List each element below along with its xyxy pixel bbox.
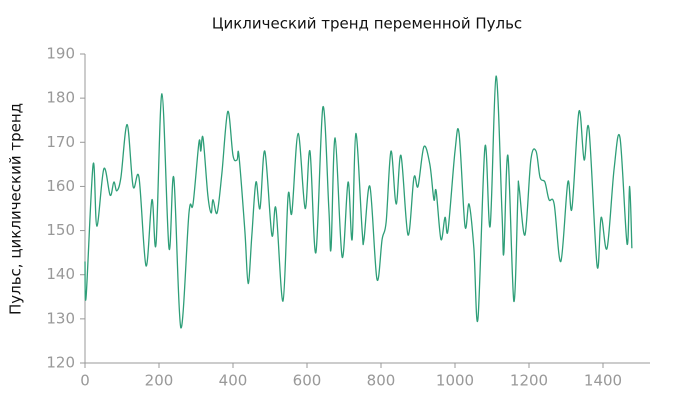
y-tick-label: 170	[46, 133, 75, 151]
chart-title: Циклический тренд переменной Пульс	[212, 15, 522, 33]
y-axis-label: Пульс, циклический тренд	[7, 103, 25, 315]
x-tick-label: 1400	[584, 372, 622, 390]
x-tick-label: 1000	[436, 372, 474, 390]
y-tick-label: 180	[46, 89, 75, 107]
x-tick-label: 800	[367, 372, 396, 390]
x-tick-label: 1200	[510, 372, 548, 390]
y-tick-label: 120	[46, 354, 75, 372]
y-tick-label: 140	[46, 265, 75, 283]
x-tick-label: 0	[80, 372, 90, 390]
line-series	[84, 75, 633, 329]
x-tick-label: 200	[145, 372, 174, 390]
y-tick-label: 150	[46, 221, 75, 239]
y-tick-label: 130	[46, 309, 75, 327]
x-tick-label: 600	[293, 372, 322, 390]
x-tick-label: 400	[219, 372, 248, 390]
y-tick-label: 160	[46, 177, 75, 195]
y-tick-label: 190	[46, 45, 75, 63]
